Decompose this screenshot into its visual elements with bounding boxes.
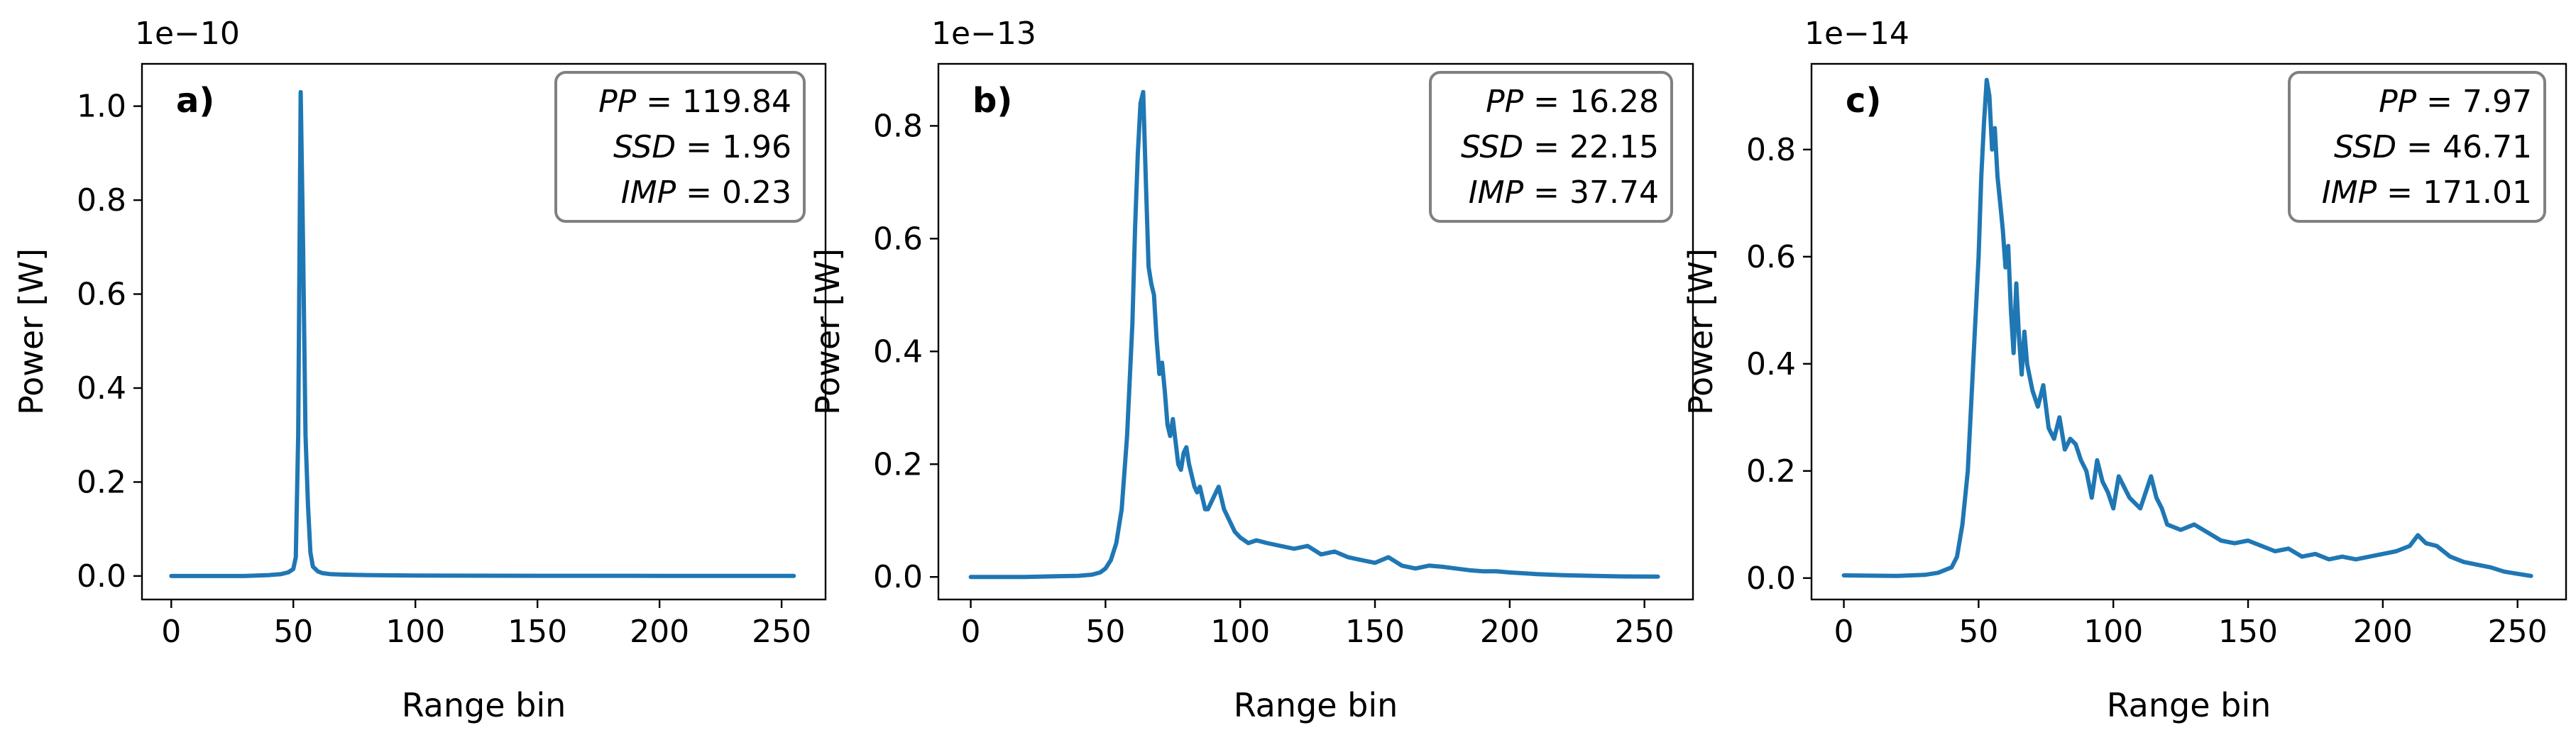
metric-value: 16.28: [1569, 84, 1659, 120]
x-tick-label: 0: [1834, 614, 1854, 650]
metric-value: 171.01: [2423, 175, 2532, 211]
y-axis-label: Power [W]: [12, 248, 50, 415]
metric-value: 1.96: [722, 129, 791, 165]
y-tick-label: 0.0: [77, 558, 126, 595]
data-line-series-1: [1841, 77, 2533, 578]
metrics-box: [2288, 71, 2546, 223]
x-tick-label: 100: [2083, 614, 2143, 650]
x-tick-label: 200: [2353, 614, 2413, 650]
metric-equals: =: [1523, 84, 1569, 120]
x-tick-label: 50: [1085, 614, 1125, 650]
metric-value: 37.74: [1569, 175, 1659, 211]
metric-name: SSD: [613, 129, 676, 165]
metric-equals: =: [2416, 84, 2462, 120]
y-tick-label: 0.6: [1746, 239, 1796, 275]
x-axis-label: Range bin: [1234, 686, 1398, 724]
metric-value: 22.15: [1569, 129, 1659, 165]
metric-name: PP: [2379, 84, 2417, 120]
data-line-series-1: [968, 89, 1660, 580]
axis-exponent-label: 1e−14: [1804, 16, 1909, 52]
x-tick-label: 150: [1345, 614, 1405, 650]
y-tick-label: 0.8: [77, 182, 126, 219]
y-tick-label: 0.6: [873, 221, 923, 257]
metric-ssd: SSD = 22.15: [1461, 129, 1659, 165]
x-tick-label: 0: [961, 614, 981, 650]
y-tick-label: 0.6: [77, 277, 126, 313]
metric-name: IMP: [2322, 175, 2377, 211]
x-tick-label: 150: [2218, 614, 2278, 650]
metric-pp: PP = 16.28: [1486, 84, 1659, 120]
panel-label: c): [1846, 81, 1881, 121]
y-tick-label: 0.4: [77, 370, 126, 407]
axis-exponent-label: 1e−13: [931, 16, 1036, 52]
panel-label: b): [972, 81, 1012, 121]
x-tick-label: 50: [273, 614, 313, 650]
x-axis-label: Range bin: [402, 686, 566, 724]
panel-label: a): [176, 81, 214, 121]
metric-name: IMP: [1469, 175, 1524, 211]
metric-equals: =: [676, 129, 722, 165]
metric-value: 119.84: [682, 84, 791, 120]
panel-3: 0 50 100 150 200 250 0.0 0.2 0.4 0.6 0.8 Range bin P…: [1682, 16, 2567, 724]
x-tick-label: 100: [1210, 614, 1270, 650]
metric-equals: =: [676, 175, 722, 211]
axis-exponent-label: 1e−10: [135, 16, 240, 52]
metric-pp: PP = 119.84: [598, 84, 791, 120]
y-axis-label: Power [W]: [809, 248, 847, 415]
x-tick-label: 250: [1615, 614, 1675, 650]
metric-equals: =: [1523, 129, 1569, 165]
y-tick-label: 0.2: [873, 446, 923, 482]
metric-name: IMP: [621, 175, 676, 211]
metric-imp: IMP = 0.23: [621, 175, 791, 211]
panel-2: 0 50 100 150 200 250 0.0 0.2 0.4 0.6 0.8 Range bin P…: [809, 16, 1694, 724]
metric-imp: IMP = 37.74: [1469, 175, 1659, 211]
y-tick-label: 0.8: [873, 108, 923, 144]
y-tick-label: 0.4: [873, 333, 923, 370]
metric-value: 7.97: [2462, 84, 2532, 120]
x-tick-label: 200: [1480, 614, 1540, 650]
y-axis-label: Power [W]: [1682, 248, 1720, 415]
plot-frame: [937, 62, 1694, 601]
y-tick-label: 0.4: [1746, 346, 1796, 382]
metric-name: PP: [1486, 84, 1524, 120]
y-tick-label: 0.2: [77, 464, 126, 500]
x-tick-label: 0: [161, 614, 181, 650]
metric-equals: =: [2396, 129, 2443, 165]
metrics-box: [1429, 71, 1673, 223]
x-tick-label: 100: [385, 614, 445, 650]
x-tick-label: 50: [1958, 614, 1998, 650]
x-tick-label: 200: [630, 614, 689, 650]
data-line-series-1: [169, 89, 796, 578]
metric-ssd: SSD = 1.96: [613, 129, 791, 165]
metric-value: 46.71: [2443, 129, 2532, 165]
metric-equals: =: [636, 84, 682, 120]
metric-ssd: SSD = 46.71: [2334, 129, 2532, 165]
metric-name: SSD: [2334, 129, 2396, 165]
metric-equals: =: [1523, 175, 1569, 211]
panel-1: 0 50 100 150 200 250 0.0 0.2 0.4 0.6 0.8 1.0 Range b…: [12, 16, 827, 724]
x-tick-label: 250: [2488, 614, 2548, 650]
y-tick-label: 0.2: [1746, 453, 1796, 490]
y-tick-label: 0.0: [873, 559, 923, 595]
metric-name: SSD: [1461, 129, 1523, 165]
metric-equals: =: [2377, 175, 2423, 211]
y-tick-label: 0.8: [1746, 132, 1796, 168]
metrics-box: [554, 71, 806, 223]
x-tick-label: 250: [752, 614, 811, 650]
plot-frame: [141, 62, 827, 601]
plot-frame: [1810, 62, 2567, 601]
metric-value: 0.23: [722, 175, 791, 211]
y-tick-label: 1.0: [77, 89, 126, 125]
x-axis-label: Range bin: [2107, 686, 2271, 724]
x-tick-label: 150: [508, 614, 567, 650]
metric-pp: PP = 7.97: [2379, 84, 2532, 120]
metric-imp: IMP = 171.01: [2322, 175, 2532, 211]
y-tick-label: 0.0: [1746, 560, 1796, 597]
metric-name: PP: [598, 84, 637, 120]
